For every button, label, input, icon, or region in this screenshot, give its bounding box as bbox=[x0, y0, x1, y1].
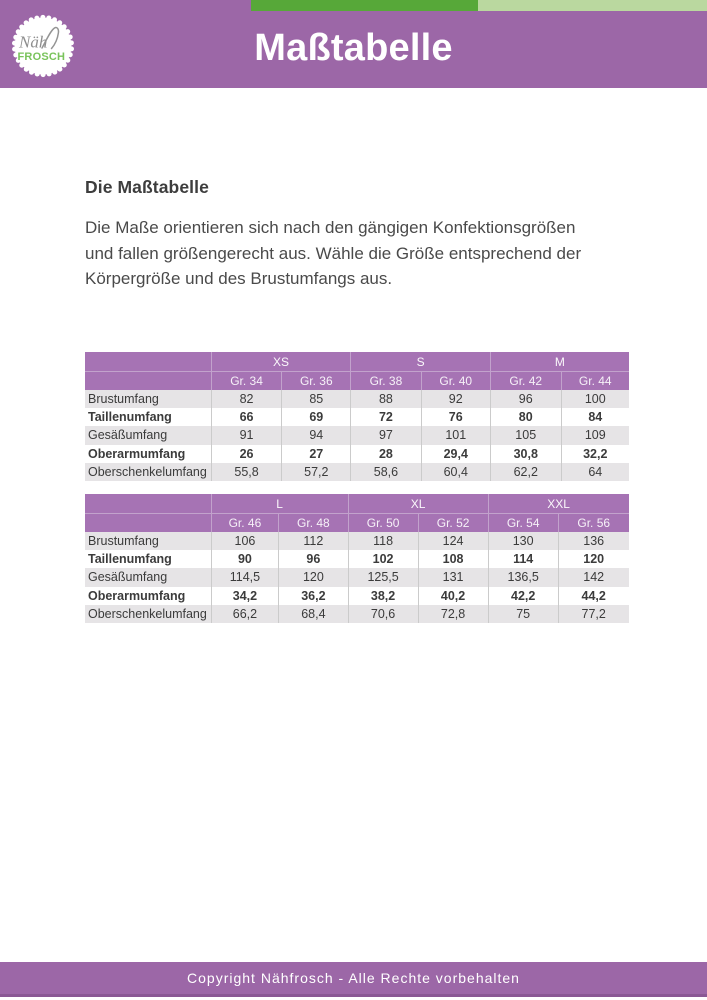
svg-text:FROSCH: FROSCH bbox=[18, 51, 66, 63]
svg-text:Näh: Näh bbox=[18, 33, 47, 52]
